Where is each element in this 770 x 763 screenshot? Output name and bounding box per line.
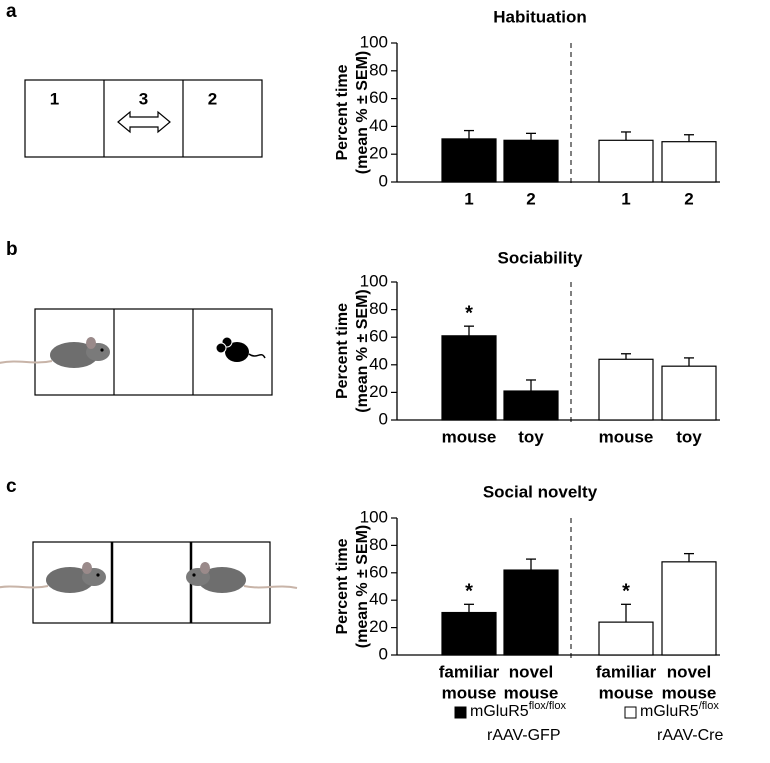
x-tick-label: mouse — [442, 427, 497, 446]
y-tick-label: 80 — [369, 299, 388, 318]
panel-letter: b — [6, 239, 18, 260]
bar — [441, 138, 497, 183]
mouse-tail — [0, 585, 49, 589]
x-tick-label: mouse — [599, 683, 654, 702]
toy-mouse — [215, 336, 266, 362]
y-tick-label: 60 — [369, 562, 388, 581]
bar — [503, 569, 559, 656]
toy-tail — [248, 353, 266, 359]
y-tick-label: 40 — [369, 590, 388, 609]
mouse-eye — [192, 573, 196, 577]
chart-title: Social novelty — [483, 482, 598, 501]
toy-body — [225, 342, 249, 362]
legend-swatch — [624, 706, 637, 719]
y-axis-label: (mean % ± SEM) — [354, 51, 371, 174]
y-tick-label: 100 — [360, 271, 388, 290]
chart-title: Sociability — [497, 248, 583, 267]
y-tick-label: 40 — [369, 354, 388, 373]
legend-name: mGluR5 — [470, 703, 529, 720]
mouse-body — [198, 567, 246, 593]
y-axis-label: (mean % ± SEM) — [354, 289, 371, 412]
y-tick-label: 40 — [369, 116, 388, 135]
bar — [441, 611, 497, 656]
x-tick-label: familiar — [596, 662, 657, 681]
x-tick-label: toy — [518, 427, 544, 446]
y-tick-label: 60 — [369, 327, 388, 346]
x-tick-label: mouse — [504, 683, 559, 702]
x-tick-label: 1 — [464, 189, 473, 208]
y-tick-label: 0 — [379, 409, 388, 428]
panel-letter: a — [6, 1, 17, 22]
chamber-label: 3 — [139, 89, 148, 108]
significance-marker: * — [465, 581, 473, 603]
y-tick-label: 20 — [369, 617, 388, 636]
chamber-label: 1 — [50, 89, 59, 108]
chart-title: Habituation — [493, 7, 587, 26]
y-tick-label: 60 — [369, 88, 388, 107]
x-tick-label: novel — [509, 662, 553, 681]
x-tick-label: mouse — [662, 683, 717, 702]
legend-construct: rAAV-GFP — [487, 727, 561, 744]
y-tick-label: 100 — [360, 507, 388, 526]
bar — [441, 335, 497, 421]
x-tick-label: mouse — [599, 427, 654, 446]
legend-superscript: flox/flox — [529, 700, 567, 712]
bar — [598, 139, 654, 183]
mouse-ear — [200, 562, 210, 574]
mouse-illustration — [186, 562, 298, 593]
significance-marker: * — [465, 302, 473, 324]
mouse-illustration — [0, 562, 106, 593]
x-tick-label: novel — [667, 662, 711, 681]
legend-label: mGluR5/flox — [640, 700, 719, 720]
y-tick-label: 80 — [369, 60, 388, 79]
y-axis-label: (mean % ± SEM) — [354, 525, 371, 648]
legend-swatch — [454, 706, 467, 719]
mouse-ear — [86, 337, 96, 349]
y-axis-label: Percent time — [334, 64, 351, 160]
bar — [661, 561, 717, 656]
x-tick-label: familiar — [439, 662, 500, 681]
bar — [503, 390, 559, 421]
legend-construct: rAAV-Cre — [657, 727, 723, 744]
significance-marker: * — [622, 581, 630, 603]
toy-ear — [215, 342, 227, 354]
bar — [598, 621, 654, 656]
x-tick-label: 1 — [621, 189, 630, 208]
chamber-label: 2 — [208, 89, 217, 108]
y-tick-label: 20 — [369, 382, 388, 401]
mouse-eye — [96, 573, 100, 577]
double-arrow — [117, 110, 171, 134]
y-tick-label: 80 — [369, 535, 388, 554]
x-tick-label: 2 — [684, 189, 693, 208]
bar — [598, 358, 654, 421]
y-tick-label: 20 — [369, 144, 388, 163]
mouse-illustration — [0, 337, 110, 368]
panel-letter: c — [6, 476, 17, 497]
y-tick-label: 0 — [379, 644, 388, 663]
y-tick-label: 0 — [379, 171, 388, 190]
legend-superscript: /flox — [699, 700, 720, 712]
mouse-eye — [100, 348, 104, 352]
y-tick-label: 100 — [360, 32, 388, 51]
mouse-body — [50, 342, 98, 368]
x-tick-label: mouse — [442, 683, 497, 702]
bar — [661, 141, 717, 183]
y-axis-label: Percent time — [334, 538, 351, 634]
x-tick-label: toy — [676, 427, 702, 446]
legend-name: mGluR5 — [640, 703, 699, 720]
mouse-tail — [243, 585, 298, 589]
bar — [503, 139, 559, 183]
mouse-tail — [0, 360, 53, 364]
bar — [661, 365, 717, 421]
legend-label: mGluR5flox/flox — [470, 700, 566, 720]
mouse-ear — [82, 562, 92, 574]
mouse-body — [46, 567, 94, 593]
y-axis-label: Percent time — [334, 303, 351, 399]
x-tick-label: 2 — [526, 189, 535, 208]
